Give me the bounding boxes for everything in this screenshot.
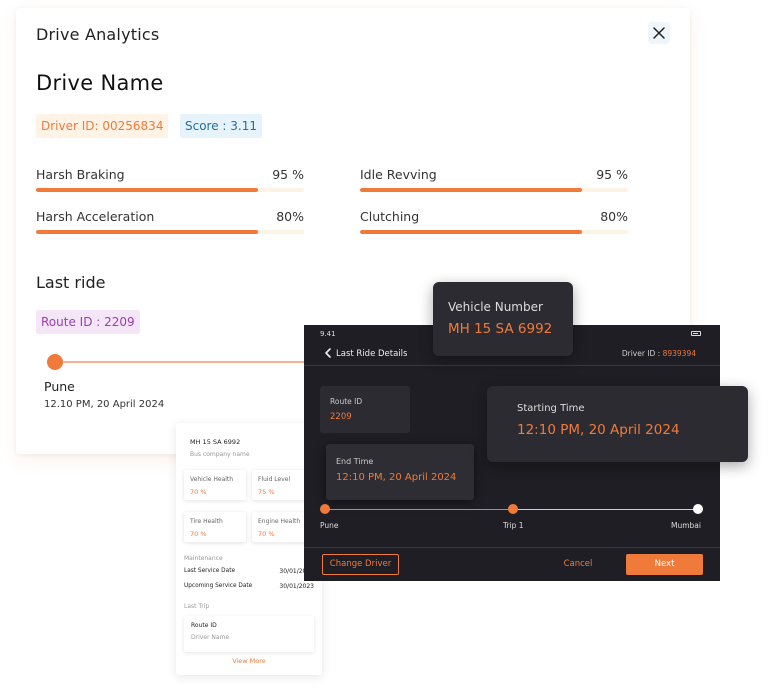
- route-value: 2209: [330, 412, 352, 422]
- start-datetime: 12.10 PM, 20 April 2024: [44, 399, 165, 410]
- metric-label: Idle Revving: [360, 167, 437, 182]
- metric-fill: [36, 230, 259, 234]
- card-title: Drive Analytics: [36, 25, 160, 44]
- last-trip-box: Route ID Driver Name: [184, 616, 314, 652]
- stop-dot-trip1: [508, 504, 518, 514]
- popup-label: Vehicle Number: [448, 300, 543, 314]
- vehicle-number: MH 15 SA 6992: [190, 438, 241, 446]
- health-label: Engine Health: [258, 518, 301, 525]
- route-label: Route ID: [330, 397, 363, 406]
- change-driver-button[interactable]: Change Driver: [322, 554, 399, 575]
- engine-health-box: Engine Health 70 %: [252, 512, 314, 542]
- trip-driver-label: Driver Name: [191, 634, 230, 641]
- start-city: Pune: [44, 379, 75, 394]
- health-label: Vehicle Health: [190, 476, 234, 483]
- health-value: 70 %: [190, 488, 207, 496]
- route-start-dot: [47, 354, 63, 370]
- health-label: Tire Health: [190, 518, 223, 525]
- health-value: 70 %: [258, 530, 275, 538]
- stop-dot-mumbai: [693, 504, 703, 514]
- device-driver-id: Driver ID : 8939394: [622, 349, 696, 358]
- last-trip-title: Last Trip: [184, 603, 210, 610]
- metric-label: Harsh Braking: [36, 167, 125, 182]
- starting-time-popup: Starting Time 12:10 PM, 20 April 2024: [487, 386, 748, 462]
- driver-id-value: 8939394: [662, 349, 696, 358]
- maintenance-title: Maintenance: [184, 555, 223, 562]
- company-name: Bus company name: [190, 451, 250, 458]
- status-time: 9.41: [320, 330, 336, 338]
- device-title: Last Ride Details: [336, 349, 408, 359]
- battery-icon: [691, 331, 701, 336]
- vehicle-health-box: Vehicle Health 70 %: [184, 470, 246, 500]
- end-time-label: End Time: [336, 457, 374, 466]
- stop-label: Trip 1: [503, 521, 524, 530]
- route-line: [63, 361, 309, 363]
- metric-track: [360, 188, 628, 192]
- header-divider: [304, 365, 720, 366]
- tire-health-box: Tire Health 70 %: [184, 512, 246, 542]
- popup-value: 12:10 PM, 20 April 2024: [517, 422, 680, 438]
- trip-route-label: Route ID: [191, 622, 217, 629]
- vehicle-header: MH 15 SA 6992 Bus company name: [182, 429, 314, 461]
- upcoming-service-label: Upcoming Service Date: [184, 583, 253, 589]
- health-value: 75 %: [258, 488, 275, 496]
- metric-value: 95 %: [596, 167, 628, 182]
- end-time-card: End Time 12:10 PM, 20 April 2024: [326, 444, 474, 500]
- stop-label: Mumbai: [671, 521, 701, 530]
- close-icon: [653, 27, 665, 39]
- upcoming-service-value: 30/01/2023: [279, 583, 314, 590]
- chevron-left-icon[interactable]: [322, 347, 334, 359]
- popup-value: MH 15 SA 6992: [448, 321, 553, 337]
- metric-value: 80%: [276, 209, 304, 224]
- next-button[interactable]: Next: [626, 554, 703, 575]
- popup-label: Starting Time: [517, 403, 585, 414]
- cancel-button[interactable]: Cancel: [563, 559, 593, 569]
- footer-divider: [304, 547, 720, 548]
- stop-dot-pune: [320, 504, 330, 514]
- metric-label: Harsh Acceleration: [36, 209, 155, 224]
- last-service-label: Last Service Date: [184, 568, 236, 574]
- metric-fill: [36, 188, 259, 192]
- last-service-value: 30/01/2023: [279, 568, 314, 575]
- metric-fill: [360, 188, 583, 192]
- end-time-value: 12:10 PM, 20 April 2024: [336, 472, 457, 483]
- fluid-level-box: Fluid Level 75 %: [252, 470, 314, 500]
- health-label: Fluid Level: [258, 476, 291, 483]
- last-ride-title: Last ride: [36, 273, 106, 292]
- metric-value: 80%: [600, 209, 628, 224]
- metric-label: Clutching: [360, 209, 420, 224]
- metric-track: [36, 188, 304, 192]
- driver-id-badge: Driver ID: 00256834: [36, 114, 169, 138]
- route-id-badge: Route ID : 2209: [36, 310, 140, 334]
- vehicle-number-popup: Vehicle Number MH 15 SA 6992: [433, 282, 573, 356]
- vehicle-details-panel: MH 15 SA 6992 Bus company name Vehicle H…: [176, 423, 322, 675]
- metric-track: [36, 230, 304, 234]
- route-id-card: Route ID 2209: [320, 386, 410, 433]
- stop-label: Pune: [320, 521, 339, 530]
- metric-value: 95 %: [272, 167, 304, 182]
- close-button[interactable]: [648, 22, 670, 44]
- drive-name: Drive Name: [36, 71, 164, 95]
- health-value: 70 %: [190, 530, 207, 538]
- trip-line-remaining: [514, 509, 698, 510]
- metric-fill: [360, 230, 583, 234]
- view-more-link[interactable]: View More: [232, 657, 266, 665]
- metric-track: [360, 230, 628, 234]
- score-badge: Score : 3.11: [180, 114, 262, 138]
- driver-id-label: Driver ID :: [621, 349, 663, 358]
